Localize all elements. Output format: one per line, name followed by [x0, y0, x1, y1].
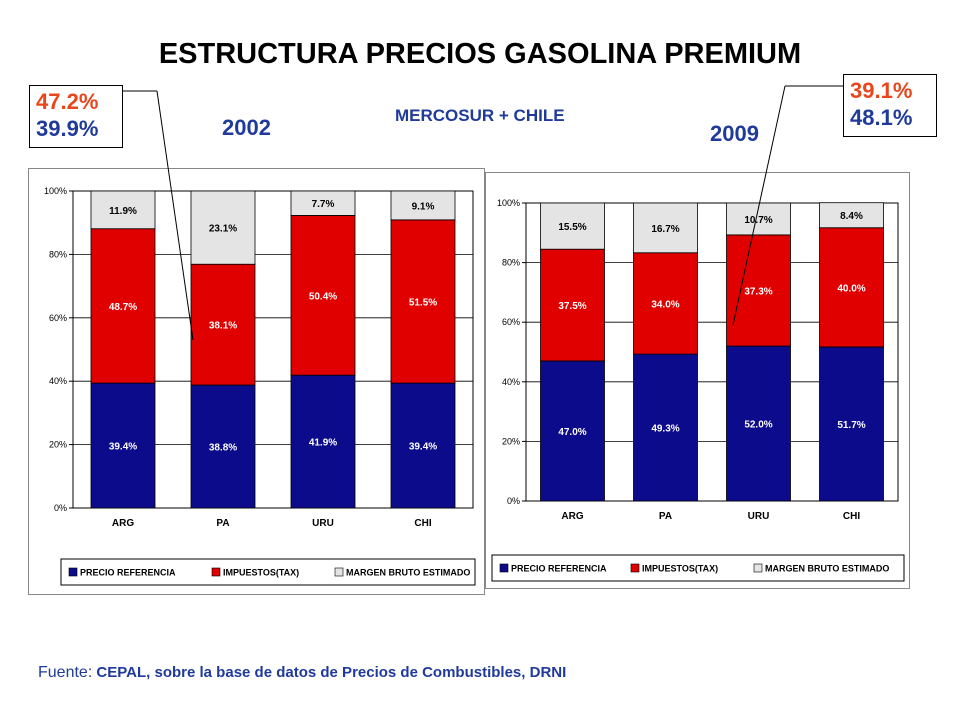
chart-2002: 0% 20% 40% 60% 80% 100% 39.4% 48.7% 11.9% ARG 38.8… — [44, 186, 476, 586]
chart-2002-bar-segment — [190, 384, 256, 509]
chart-2002-category-label: ARG — [112, 518, 134, 529]
chart-2009-legend-swatch — [630, 563, 640, 573]
chart-2009-category-label: PA — [659, 511, 672, 522]
chart-2002-legend-swatch — [211, 567, 221, 577]
year-label-2002: 2002 — [222, 115, 271, 140]
chart-2002-bar-segment — [390, 382, 456, 509]
chart-2009-legend-label: MARGEN BRUTO ESTIMADO — [765, 564, 889, 574]
chart-2009-data-label: 40.0% — [837, 283, 865, 294]
source-label: Fuente: — [38, 664, 93, 681]
chart-panel-2002: 0% 20% 40% 60% 80% 100% 39.4% 48.7% 11.9% ARG 38.8… — [28, 168, 485, 595]
chart-2002-data-label: 51.5% — [409, 297, 437, 308]
chart-subtitle: MERCOSUR + CHILE — [395, 106, 565, 125]
chart-2009-data-label: 15.5% — [558, 222, 586, 233]
chart-title: ESTRUCTURA PRECIOS GASOLINA PREMIUM — [158, 38, 802, 70]
chart-2002-data-label: 50.4% — [309, 291, 337, 302]
callout-right-line2: 48.1% — [850, 105, 913, 130]
chart-2009-bar-segment — [540, 248, 605, 362]
chart-2002-data-label: 9.1% — [412, 201, 435, 212]
chart-2002-ytick-label: 80% — [49, 249, 67, 259]
chart-panel-2009: 0% 20% 40% 60% 80% 100% 47.0% 37.5% 15.5% ARG 49.3… — [485, 172, 910, 589]
chart-2009-data-label: 52.0% — [744, 420, 772, 431]
chart-2002-bar-segment — [190, 263, 256, 386]
chart-2009-data-label: 10.7% — [744, 215, 772, 226]
chart-2009-legend-swatch — [753, 563, 763, 573]
chart-2009-bar-segment — [819, 202, 884, 229]
chart-2009-legend-label: IMPUESTOS(TAX) — [642, 564, 718, 574]
chart-2002-legend-swatch — [68, 567, 78, 577]
chart-2002-bar-segment — [290, 190, 356, 216]
chart-2002-category-label: CHI — [414, 518, 431, 529]
chart-2009-bar-segment — [819, 227, 884, 348]
source-text: CEPAL, sobre la base de datos de Precios… — [92, 664, 567, 681]
chart-2002-bar-segment — [90, 190, 156, 230]
callout-left: 47.2% 39.9% — [29, 85, 123, 148]
callout-right-line1: 39.1% — [850, 78, 913, 103]
chart-2002-bar-segment — [290, 374, 356, 509]
chart-2009-ytick-label: 20% — [502, 436, 520, 446]
chart-2002-bar-segment — [190, 190, 256, 265]
chart-2009-bar-segment — [633, 353, 698, 502]
chart-2009-bar-segment — [633, 252, 698, 355]
chart-2002-bar-segment — [390, 190, 456, 221]
chart-2002-ytick-label: 100% — [44, 186, 67, 196]
chart-2009-data-label: 37.5% — [558, 301, 586, 312]
callout-left-line2: 39.9% — [36, 116, 99, 141]
source-footer: Fuente: CEPAL, sobre la base de datos de… — [38, 664, 566, 682]
chart-2002-legend-label: PRECIO REFERENCIA — [80, 568, 176, 578]
chart-2009-ytick-label: 60% — [502, 317, 520, 327]
chart-2009-data-label: 16.7% — [651, 224, 679, 235]
chart-2009-legend-swatch — [499, 563, 509, 573]
chart-2009-category-label: URU — [748, 511, 770, 522]
chart-2009-bar-segment — [633, 202, 698, 254]
chart-2002-data-label: 39.4% — [109, 442, 137, 453]
chart-2002-bar-segment — [390, 219, 456, 384]
chart-2002-data-label: 23.1% — [209, 224, 237, 235]
callout-right: 39.1% 48.1% — [843, 74, 937, 137]
chart-2009-bar-segment — [540, 360, 605, 502]
year-label-2009: 2009 — [710, 121, 759, 146]
chart-2002-ytick-label: 60% — [49, 313, 67, 323]
chart-2009-data-label: 49.3% — [651, 424, 679, 435]
chart-2002-legend-box — [60, 558, 476, 586]
chart-2002-data-label: 39.4% — [409, 442, 437, 453]
chart-2009-bar-segment — [726, 345, 791, 502]
chart-2009-ytick-label: 0% — [507, 496, 520, 506]
chart-2009: 0% 20% 40% 60% 80% 100% 47.0% 37.5% 15.5% ARG 49.3… — [491, 198, 905, 582]
chart-2009-data-label: 51.7% — [837, 420, 865, 431]
chart-2002-ytick-label: 40% — [49, 376, 67, 386]
chart-2002-legend-label: MARGEN BRUTO ESTIMADO — [346, 568, 470, 578]
chart-2002-data-label: 7.7% — [312, 199, 335, 210]
chart-2002-ytick-label: 20% — [49, 440, 67, 450]
chart-2009-legend-box — [491, 554, 905, 582]
chart-2009-legend-label: PRECIO REFERENCIA — [511, 564, 607, 574]
chart-2002-bar-segment — [90, 382, 156, 509]
chart-2009-data-label: 34.0% — [651, 299, 679, 310]
callout-left-line1: 47.2% — [36, 89, 99, 114]
chart-2009-data-label: 8.4% — [840, 211, 863, 222]
chart-2002-legend-swatch — [334, 567, 344, 577]
chart-2009-ytick-label: 40% — [502, 377, 520, 387]
chart-2002-ytick-label: 0% — [54, 503, 67, 513]
chart-2002-data-label: 38.1% — [209, 321, 237, 332]
chart-2002-category-label: URU — [312, 518, 334, 529]
chart-2002-data-label: 38.8% — [209, 443, 237, 454]
chart-2002-data-label: 48.7% — [109, 302, 137, 313]
chart-2002-category-label: PA — [216, 518, 229, 529]
chart-2009-bar-segment — [540, 202, 605, 250]
chart-2009-category-label: CHI — [843, 511, 860, 522]
chart-2002-data-label: 41.9% — [309, 438, 337, 449]
chart-2009-data-label: 37.3% — [744, 286, 772, 297]
chart-2009-data-label: 47.0% — [558, 427, 586, 438]
chart-2002-data-label: 11.9% — [109, 206, 137, 217]
chart-2009-category-label: ARG — [561, 511, 583, 522]
chart-2009-bar-segment — [819, 346, 884, 502]
chart-2009-ytick-label: 80% — [502, 258, 520, 268]
chart-2009-ytick-label: 100% — [497, 198, 520, 208]
chart-2002-legend-label: IMPUESTOS(TAX) — [223, 568, 299, 578]
